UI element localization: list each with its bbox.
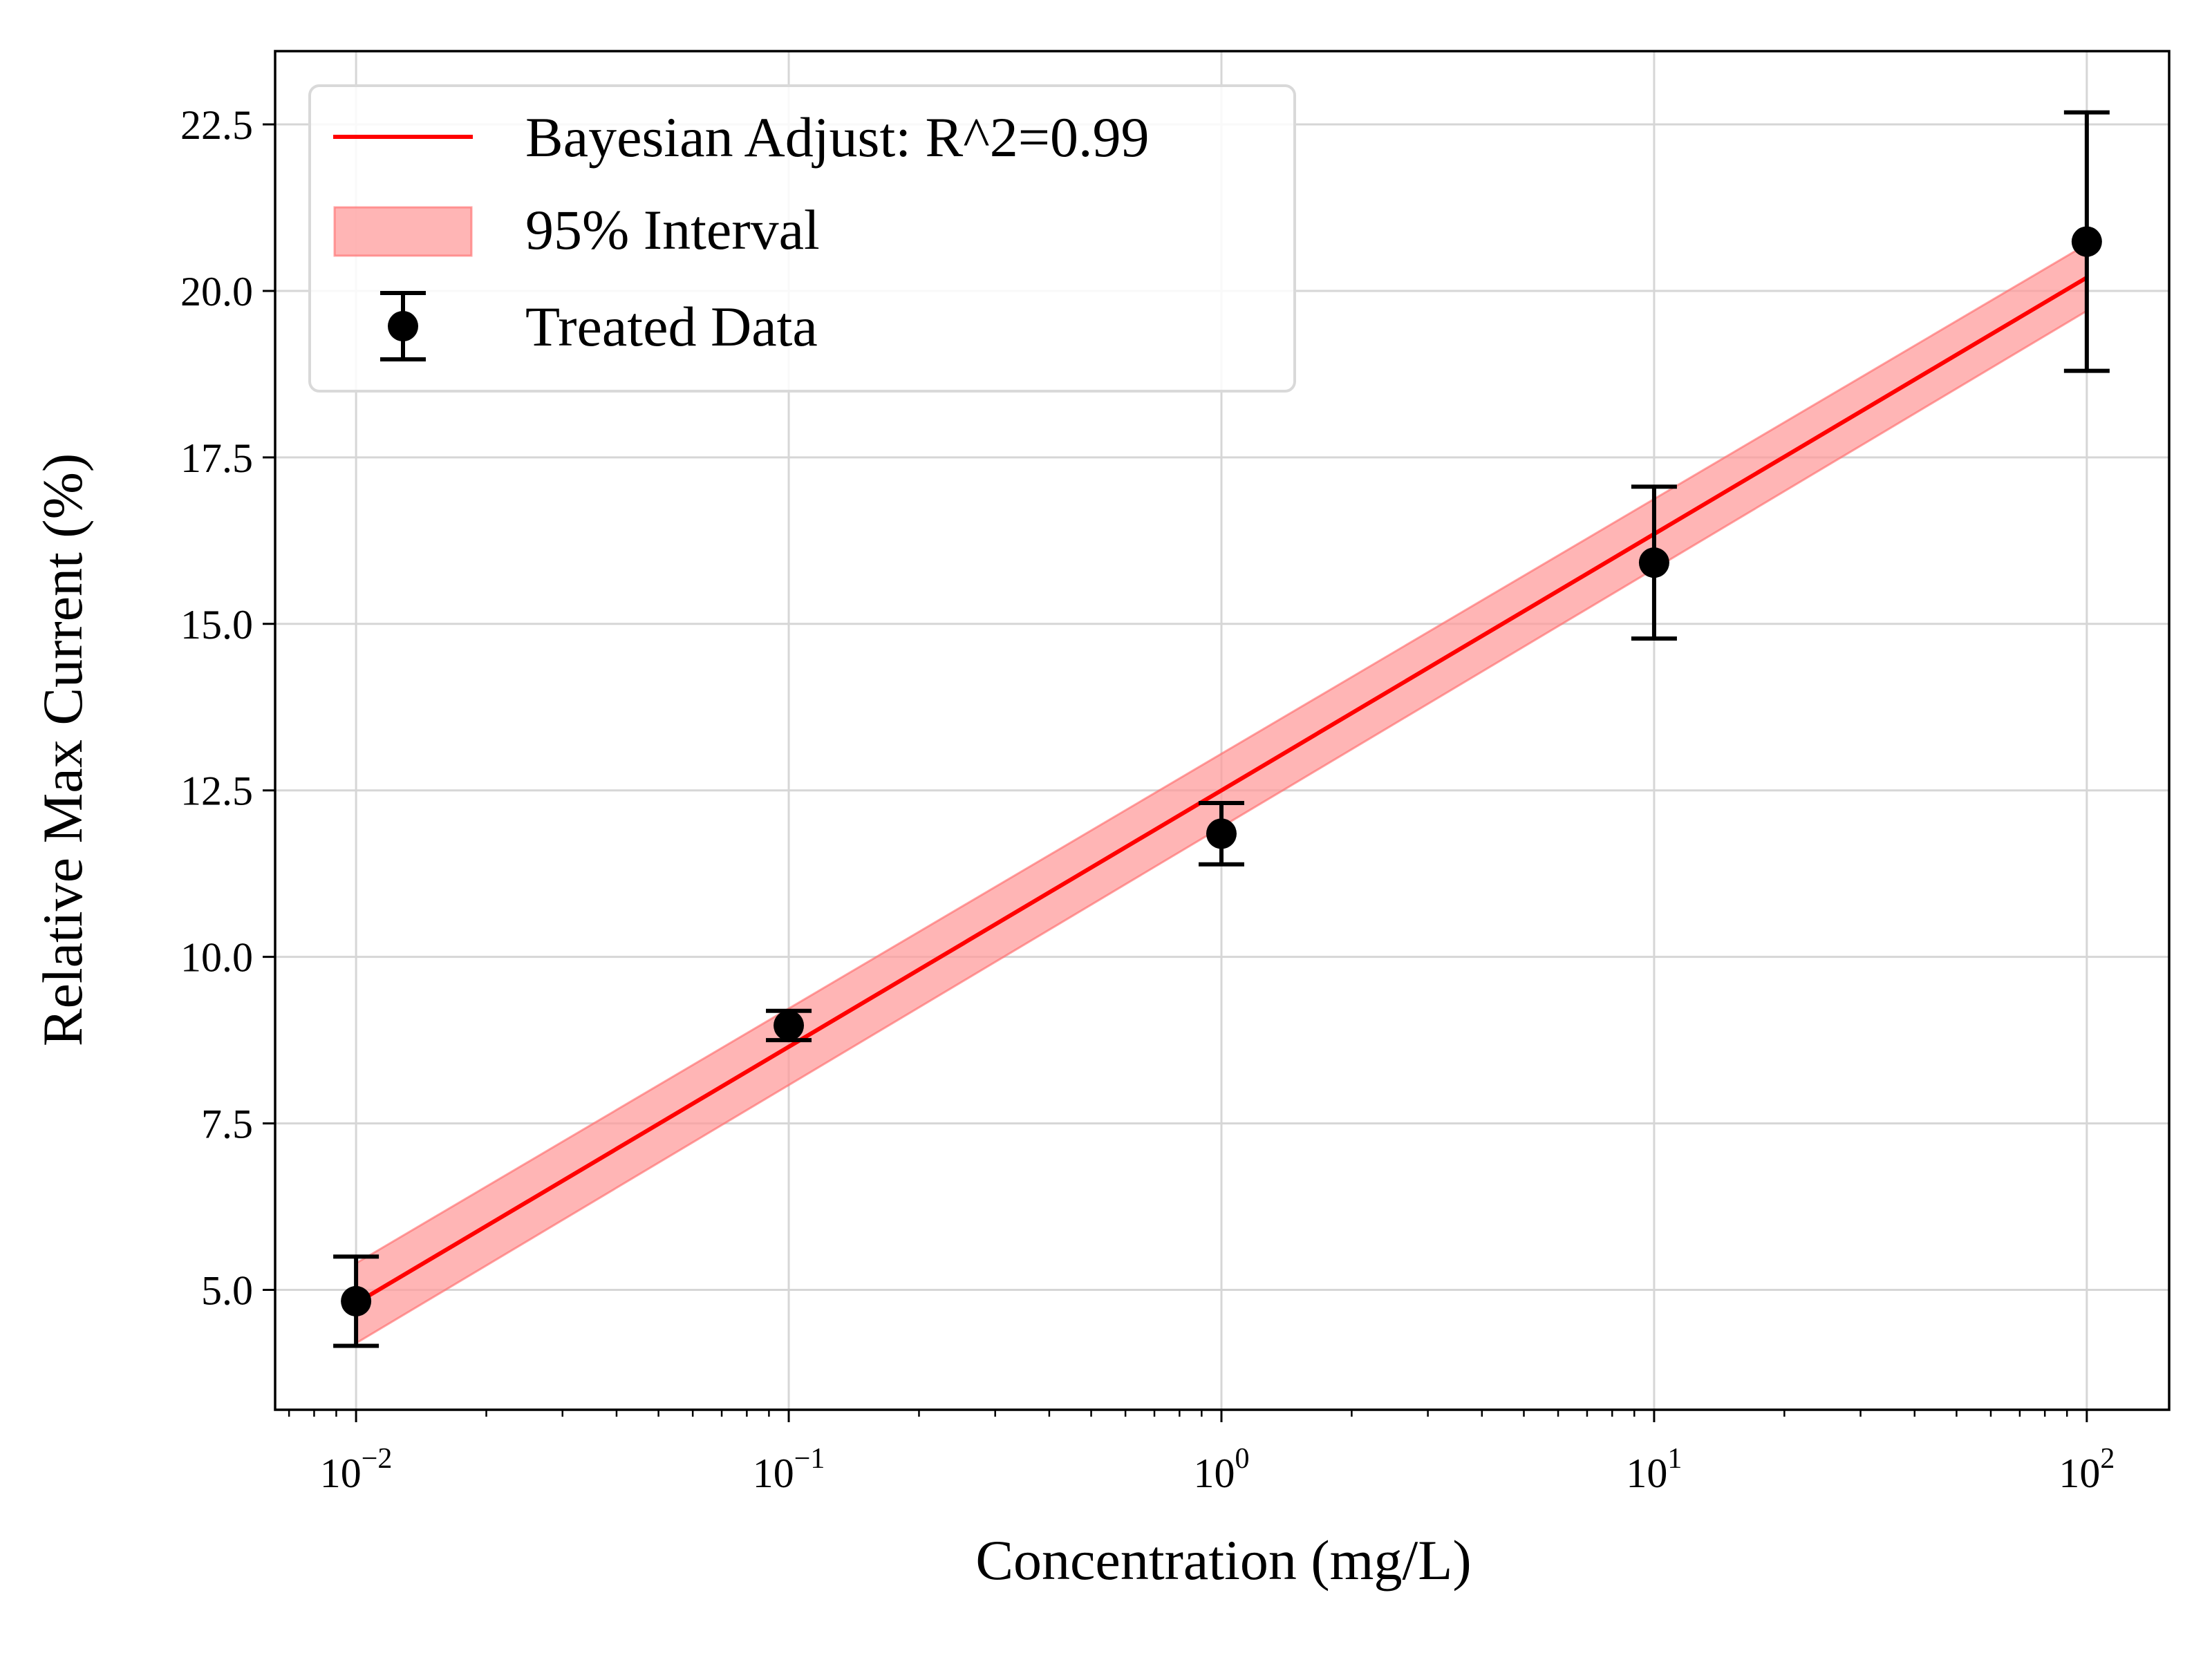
data-point (774, 1010, 805, 1041)
x-tick-label: 101 (1626, 1443, 1682, 1496)
legend-label-data: Treated Data (525, 295, 818, 358)
legend-point-marker (388, 311, 418, 341)
data-point (1206, 818, 1237, 849)
x-tick-label: 102 (2059, 1443, 2115, 1496)
y-tick-label: 17.5 (180, 435, 253, 481)
fit-line (355, 276, 2088, 1305)
legend: Bayesian Adjust: R^2=0.99 95% Interval Tre… (308, 84, 1296, 393)
y-tick-label: 15.0 (180, 602, 253, 648)
axes-layer: 10−2 10−1 100 101 102 5.0 7.5 10.0 12.5 15.0 17.5 2… (180, 50, 2171, 1496)
y-tick-label: 22.5 (180, 102, 253, 148)
legend-label-interval: 95% Interval (525, 198, 820, 261)
x-tick-label: 10−2 (320, 1443, 393, 1496)
y-tick-label: 5.0 (201, 1268, 253, 1314)
data-point (2071, 226, 2102, 257)
x-tick-label: 100 (1193, 1443, 1249, 1496)
legend-band-swatch (333, 206, 473, 257)
data-point (341, 1285, 372, 1316)
x-tick-label: 10−1 (753, 1443, 825, 1496)
y-tick-label: 10.0 (180, 935, 253, 981)
data-point (1638, 547, 1669, 578)
legend-label-fit: Bayesian Adjust: R^2=0.99 (525, 106, 1149, 169)
legend-box (308, 84, 1296, 393)
x-axis-label: Concentration (mg/L) (975, 1529, 1471, 1592)
y-tick-label: 12.5 (180, 768, 253, 814)
y-tick-label: 20.0 (180, 269, 253, 314)
data-point-layer (333, 110, 2110, 1348)
y-tick-label: 7.5 (201, 1102, 253, 1147)
y-axis-label: Relative Max Current (%) (31, 453, 94, 1046)
fit-line-layer (355, 276, 2088, 1305)
